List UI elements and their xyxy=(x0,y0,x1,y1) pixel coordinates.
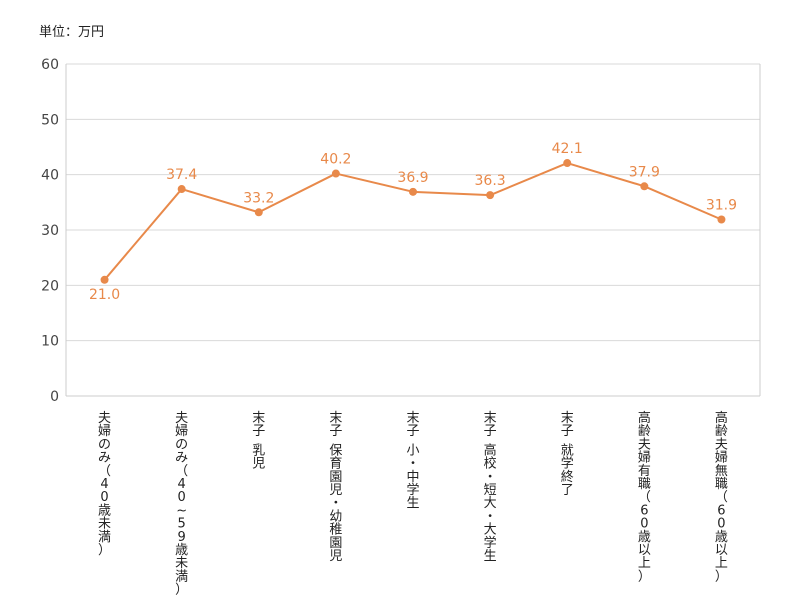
x-category-label: 夫婦のみ（ 4 0 ~5 9 歳未満） xyxy=(175,411,188,598)
x-category-label: 末子小・中学生 xyxy=(406,411,419,511)
data-point xyxy=(177,185,186,194)
data-point xyxy=(331,169,340,178)
x-category-label: 末子保育園児・幼稚園児 xyxy=(329,411,342,564)
data-label: 36.9 xyxy=(397,170,428,186)
data-label: 42.1 xyxy=(552,141,583,157)
data-label: 36.3 xyxy=(475,173,506,189)
data-point xyxy=(717,215,726,224)
x-category-label: 末子高校・短大・大学生 xyxy=(484,411,497,564)
data-point xyxy=(254,208,263,217)
data-point xyxy=(100,275,109,284)
data-label: 37.9 xyxy=(629,164,660,180)
data-label: 21.0 xyxy=(89,287,120,303)
y-tick-label: 10 xyxy=(41,334,59,350)
y-tick-label: 20 xyxy=(41,278,59,294)
data-point xyxy=(409,187,417,196)
x-category-label: 末子就学終了 xyxy=(561,411,574,498)
data-point xyxy=(640,182,649,191)
y-tick-label: 50 xyxy=(41,112,59,128)
data-label: 40.2 xyxy=(320,152,351,168)
data-label: 33.2 xyxy=(243,190,274,206)
data-label: 37.4 xyxy=(166,167,197,183)
unit-label: 単位：万円 xyxy=(39,25,105,40)
data-label: 31.9 xyxy=(706,197,737,213)
y-tick-label: 40 xyxy=(41,168,59,184)
y-tick-label: 0 xyxy=(50,389,59,405)
x-category-label: 末子乳児 xyxy=(252,411,265,472)
data-point xyxy=(563,159,572,168)
x-category-label: 高齢夫婦無職（ 6 0 歳以上） xyxy=(715,410,728,584)
x-category-label: 高齢夫婦有職（ 6 0 歳以上） xyxy=(638,410,651,584)
x-category-label: 夫婦のみ（ 4 0 歳未満） xyxy=(98,411,111,558)
y-tick-label: 60 xyxy=(41,57,59,73)
data-point xyxy=(486,191,495,200)
y-tick-label: 30 xyxy=(41,223,59,239)
